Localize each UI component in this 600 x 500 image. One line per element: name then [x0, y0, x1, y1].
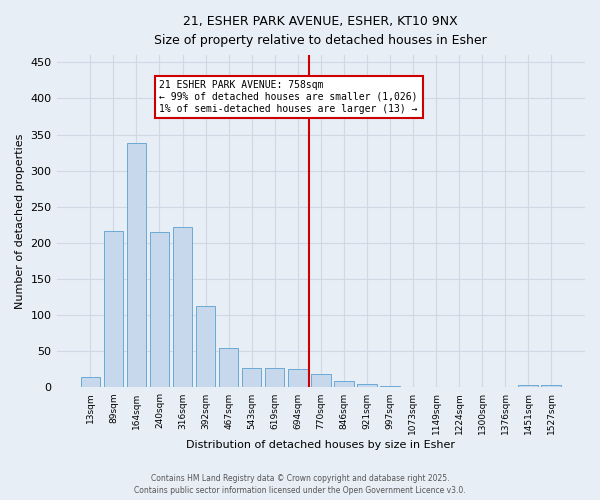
X-axis label: Distribution of detached houses by size in Esher: Distribution of detached houses by size … [186, 440, 455, 450]
Bar [219, 348, 238, 388]
Bar [104, 232, 123, 388]
Y-axis label: Number of detached properties: Number of detached properties [15, 134, 25, 309]
Bar [472, 386, 492, 388]
Bar [80, 376, 100, 388]
Bar [288, 370, 308, 388]
Bar [380, 386, 400, 388]
Bar [449, 386, 469, 388]
Bar [357, 384, 377, 388]
Bar [334, 381, 353, 388]
Bar [518, 386, 538, 388]
Bar [196, 306, 215, 388]
Text: 21 ESHER PARK AVENUE: 758sqm
← 99% of detached houses are smaller (1,026)
1% of : 21 ESHER PARK AVENUE: 758sqm ← 99% of de… [160, 80, 418, 114]
Bar [426, 386, 446, 388]
Bar [127, 144, 146, 388]
Bar [311, 374, 331, 388]
Bar [149, 232, 169, 388]
Text: Contains HM Land Registry data © Crown copyright and database right 2025.
Contai: Contains HM Land Registry data © Crown c… [134, 474, 466, 495]
Bar [242, 368, 262, 388]
Bar [173, 227, 193, 388]
Bar [403, 386, 423, 388]
Title: 21, ESHER PARK AVENUE, ESHER, KT10 9NX
Size of property relative to detached hou: 21, ESHER PARK AVENUE, ESHER, KT10 9NX S… [154, 15, 487, 47]
Bar [541, 384, 561, 388]
Bar [265, 368, 284, 388]
